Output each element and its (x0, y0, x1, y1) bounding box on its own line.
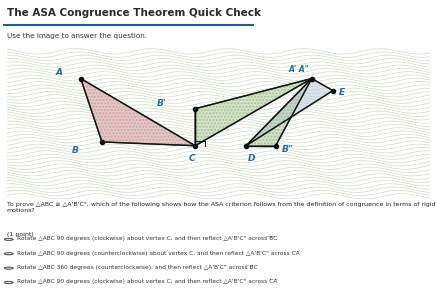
Text: E: E (339, 88, 345, 97)
Text: The ASA Congruence Theorem Quick Check: The ASA Congruence Theorem Quick Check (7, 8, 260, 18)
Text: Rotate △ABC 90 degrees (clockwise) about vertex C, and then reflect △A'B'C" acro: Rotate △ABC 90 degrees (clockwise) about… (17, 279, 277, 284)
Text: Use the image to answer the question.: Use the image to answer the question. (7, 33, 146, 39)
Text: A' A": A' A" (288, 66, 309, 75)
Polygon shape (246, 79, 312, 146)
Text: To prove △ABC ≅ △A'B'C", which of the following shows how the ASA criterion foll: To prove △ABC ≅ △A'B'C", which of the fo… (7, 202, 435, 213)
Polygon shape (81, 79, 195, 146)
Text: D: D (248, 154, 256, 163)
Text: Rotate △ABC 90 degrees (counterclockwise) about vertex C, and then reflect △A'B': Rotate △ABC 90 degrees (counterclockwise… (17, 251, 299, 256)
Polygon shape (195, 79, 312, 146)
Text: B': B' (157, 99, 166, 108)
Text: A: A (55, 69, 62, 78)
Text: Rotate △ABC 90 degrees (clockwise) about vertex C, and then reflect △A'B'C" acro: Rotate △ABC 90 degrees (clockwise) about… (17, 236, 277, 241)
Text: Rotate △ABC 360 degrees (counterclockwise), and then reflect △A'B'C" across ̅B̅C: Rotate △ABC 360 degrees (counterclockwis… (17, 265, 257, 270)
Text: (1 point): (1 point) (7, 232, 33, 237)
Text: B": B" (282, 145, 294, 154)
Polygon shape (246, 79, 333, 146)
Text: B: B (72, 146, 79, 155)
Text: C: C (189, 154, 195, 163)
